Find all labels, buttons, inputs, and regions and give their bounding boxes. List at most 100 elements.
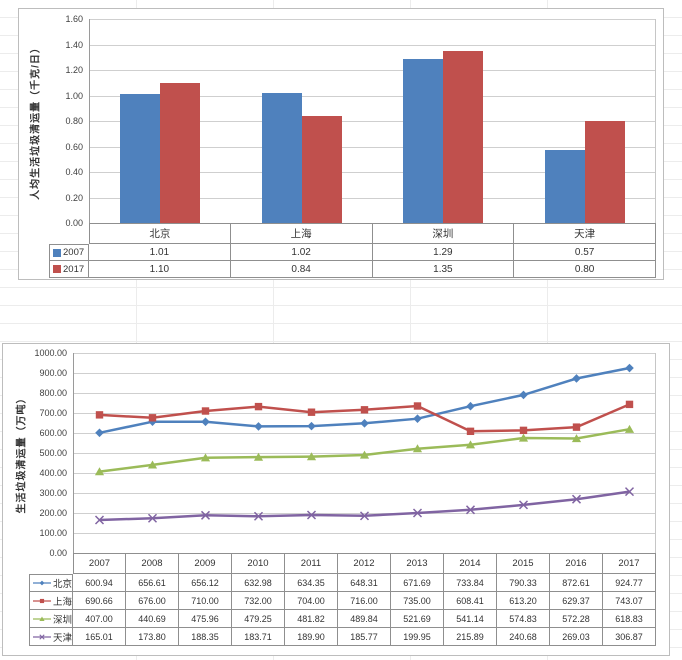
year-header-cell: 2014 xyxy=(444,553,497,574)
y-tick-label: 800.00 xyxy=(39,388,67,398)
value-cell: 269.03 xyxy=(550,628,603,646)
x-marker xyxy=(518,500,529,510)
legend-label: 天津 xyxy=(52,632,72,644)
year-header-cell: 2011 xyxy=(285,553,338,574)
legend-label: 2007 xyxy=(63,247,85,258)
diamond-marker xyxy=(572,374,581,383)
gridline xyxy=(73,473,656,474)
gridline xyxy=(89,121,656,122)
value-cell: 732.00 xyxy=(232,592,285,610)
category-header-cell: 北京 xyxy=(89,223,231,244)
category-header-cell: 天津 xyxy=(514,223,656,244)
y-tick-label: 400.00 xyxy=(39,468,67,478)
value-cell: 733.84 xyxy=(444,574,497,592)
legend-label: 2017 xyxy=(63,263,85,275)
legend-label: 上海 xyxy=(52,596,72,608)
triangle-marker xyxy=(306,452,317,461)
y-tick-label: 900.00 xyxy=(39,368,67,378)
bar-2007-深圳 xyxy=(403,58,444,223)
square-marker xyxy=(307,408,316,416)
value-cell: 790.33 xyxy=(497,574,550,592)
y-tick-label: 100.00 xyxy=(39,528,67,538)
legend-label: 北京 xyxy=(52,579,72,590)
value-cell: 0.84 xyxy=(230,261,373,278)
line-data-table: 2007 2008 2009 2010 2011 2012 2013 2014 2015 2016… xyxy=(29,553,656,646)
x-marker xyxy=(200,510,211,520)
square-marker xyxy=(148,414,157,422)
diamond-marker xyxy=(413,414,422,423)
bar-chart-per-capita-waste[interactable]: 人均生活垃圾清运量（千克/日） 1.60 1.40 1.20 1.00 0.80 0.60… xyxy=(18,8,664,280)
category-header-cell: 上海 xyxy=(230,223,373,244)
value-cell: 240.68 xyxy=(497,628,550,646)
y-tick-label: 1.20 xyxy=(65,65,83,75)
value-cell: 0.80 xyxy=(514,261,656,278)
year-header-cell: 2012 xyxy=(338,553,391,574)
value-cell: 690.66 xyxy=(73,592,126,610)
triangle-marker xyxy=(412,444,423,453)
square-marker xyxy=(360,406,369,414)
triangle-marker xyxy=(94,467,105,476)
bar-2017-天津 xyxy=(585,121,626,223)
value-cell: 165.01 xyxy=(73,628,126,646)
line-series-canvas xyxy=(94,363,635,525)
triangle-marker xyxy=(200,453,211,462)
value-cell: 475.96 xyxy=(179,610,232,628)
gridline xyxy=(73,433,656,434)
y-tick-label: 500.00 xyxy=(39,448,67,458)
legend-label: 深圳 xyxy=(52,614,72,626)
x-marker xyxy=(412,508,423,518)
value-cell: 629.37 xyxy=(550,592,603,610)
diamond-marker xyxy=(625,363,634,373)
square-marker xyxy=(625,400,634,409)
gridline xyxy=(73,373,656,374)
value-cell: 618.83 xyxy=(603,610,656,628)
triangle-marker xyxy=(571,434,582,443)
square-marker xyxy=(466,427,475,436)
triangle-marker xyxy=(39,616,45,621)
value-cell: 743.07 xyxy=(603,592,656,610)
value-cell: 215.89 xyxy=(444,628,497,646)
diamond-marker xyxy=(466,401,475,411)
value-cell: 656.61 xyxy=(126,574,179,592)
year-header-cell: 2016 xyxy=(550,553,603,574)
year-header-cell: 2007 xyxy=(73,553,126,574)
value-cell: 479.25 xyxy=(232,610,285,628)
line-chart-total-waste[interactable]: 生活垃圾清运量（万吨） 1000.00 900.00 800.00 700.00 600… xyxy=(2,343,670,656)
triangle-marker xyxy=(624,424,635,433)
value-cell: 183.71 xyxy=(232,628,285,646)
gridline xyxy=(89,197,656,199)
value-cell: 608.41 xyxy=(444,592,497,610)
value-cell: 600.94 xyxy=(73,574,126,592)
square-marker xyxy=(413,402,422,410)
diamond-marker xyxy=(254,422,263,431)
bar-2007-北京 xyxy=(119,94,160,223)
legend-cell-上海: 上海 xyxy=(29,592,73,610)
x-marker xyxy=(94,515,105,525)
y-tick-label: 0.40 xyxy=(65,167,83,177)
x-marker xyxy=(306,510,317,520)
value-cell: 632.98 xyxy=(232,574,285,592)
legend-key-icon xyxy=(33,580,51,586)
x-marker xyxy=(253,511,264,521)
legend-cell-2017: 2017 xyxy=(49,261,89,278)
series-line-深圳 xyxy=(99,427,630,473)
y-tick-label: 0.60 xyxy=(65,141,83,152)
value-cell: 306.87 xyxy=(603,628,656,646)
triangle-marker xyxy=(465,440,476,449)
diamond-marker xyxy=(95,428,104,438)
diamond-marker xyxy=(148,417,157,426)
diamond-marker xyxy=(307,421,316,431)
bar-2017-深圳 xyxy=(443,50,484,223)
square-marker xyxy=(254,402,263,411)
y-tick-label: 1.40 xyxy=(65,39,83,50)
value-cell: 613.20 xyxy=(497,592,550,610)
legend-key-icon xyxy=(33,598,51,603)
square-marker xyxy=(95,411,104,419)
legend-key-icon xyxy=(33,633,51,640)
value-cell: 0.57 xyxy=(514,244,656,261)
y-tick-label: 1.60 xyxy=(65,14,83,24)
value-cell: 173.80 xyxy=(126,628,179,646)
value-cell: 481.82 xyxy=(285,610,338,628)
gridline xyxy=(73,513,656,514)
